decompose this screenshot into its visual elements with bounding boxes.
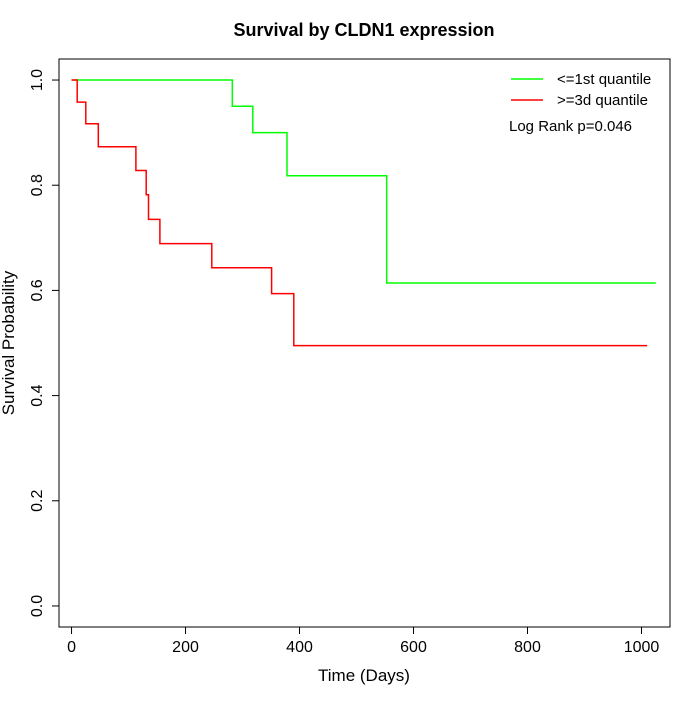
y-tick-label: 1.0 — [29, 69, 46, 91]
series-line-1 — [71, 79, 648, 347]
x-tick-label: 1000 — [624, 639, 660, 656]
y-axis: 0.0 0.2 0.4 0.6 0.8 1.0 — [29, 69, 60, 617]
x-tick-label: 600 — [400, 639, 427, 656]
y-tick-label: 0.2 — [29, 490, 46, 512]
series-line-0 — [71, 79, 656, 284]
plot-frame — [58, 58, 671, 628]
series-layer — [71, 79, 656, 347]
y-tick-label: 0.0 — [29, 595, 46, 617]
x-axis-label: Time (Days) — [318, 666, 410, 685]
legend-label-0: <=1st quantile — [557, 71, 651, 88]
y-tick-label: 0.8 — [29, 174, 46, 196]
y-axis-label: Survival Probability — [0, 270, 18, 415]
x-tick-label: 200 — [172, 639, 199, 656]
legend: <=1st quantile >=3d quantile — [511, 71, 651, 109]
x-tick-label: 0 — [67, 639, 76, 656]
legend-label-1: >=3d quantile — [557, 92, 648, 109]
x-tick-label: 400 — [286, 639, 313, 656]
chart-title: Survival by CLDN1 expression — [233, 20, 494, 40]
x-axis: 0 200 400 600 800 1000 — [67, 626, 660, 656]
log-rank-annotation: Log Rank p=0.046 — [509, 118, 632, 135]
y-tick-label: 0.4 — [29, 384, 46, 406]
y-tick-label: 0.6 — [29, 279, 46, 301]
x-tick-label: 800 — [514, 639, 541, 656]
